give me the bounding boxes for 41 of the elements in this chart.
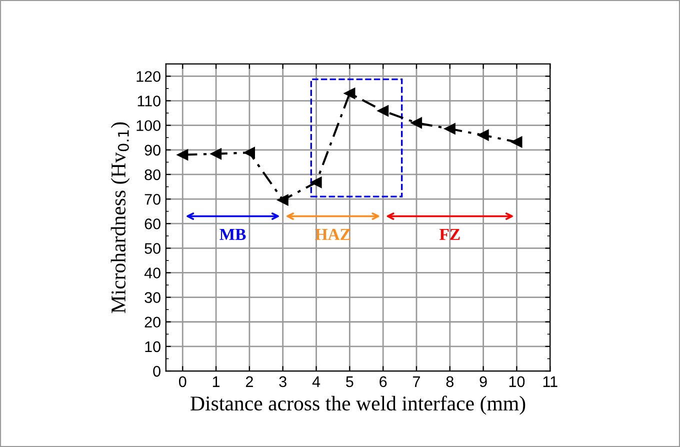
annotation: MB	[220, 228, 246, 240]
x-tick-label: 2	[246, 376, 253, 387]
y-tick-label: 100	[136, 120, 160, 132]
y-tick-label: 80	[144, 169, 160, 180]
y-tick-label: 120	[136, 71, 160, 82]
y-tick-label: 0	[153, 366, 160, 377]
annotation: FZ	[439, 228, 460, 240]
point	[277, 194, 288, 206]
point	[344, 88, 356, 99]
y-tick-label: 30	[144, 292, 160, 303]
x-tick-label: 3	[279, 376, 286, 388]
point	[177, 149, 188, 160]
y-tick-label: 50	[144, 243, 160, 254]
y-tick-label: 110	[138, 96, 160, 106]
x-tick-label: 6	[380, 376, 387, 388]
y-tick-label: 60	[144, 218, 160, 230]
y-tick-label: 90	[144, 144, 160, 156]
y-tick-label: 40	[144, 268, 160, 278]
annotation: HAZ	[315, 228, 350, 240]
y-tick-label: 70	[144, 194, 160, 205]
x-tick-label: 9	[480, 376, 487, 388]
x-tick-label: 7	[413, 376, 420, 387]
x-tick-label: 1	[212, 376, 220, 387]
x-tick-label: 0	[178, 376, 186, 388]
point	[511, 136, 522, 148]
x-tick-label: 10	[509, 376, 525, 388]
point	[444, 123, 456, 134]
y-tick-label: 20	[144, 316, 160, 328]
x-axis-title: Distance across the weld interface (mm)	[190, 396, 526, 415]
y-tick-label: 10	[145, 341, 160, 352]
point	[478, 130, 489, 141]
y-axis-title: Microhardness (Hv$_{0.1}$)	[110, 122, 130, 314]
point	[310, 176, 322, 188]
point	[244, 147, 255, 158]
point	[378, 105, 389, 116]
x-tick-label: 5	[346, 376, 354, 388]
x-tick-label: 4	[312, 376, 320, 387]
point	[410, 117, 422, 128]
point	[210, 148, 222, 160]
x-tick-label: 11	[543, 376, 558, 387]
x-tick-label: 8	[446, 376, 454, 388]
